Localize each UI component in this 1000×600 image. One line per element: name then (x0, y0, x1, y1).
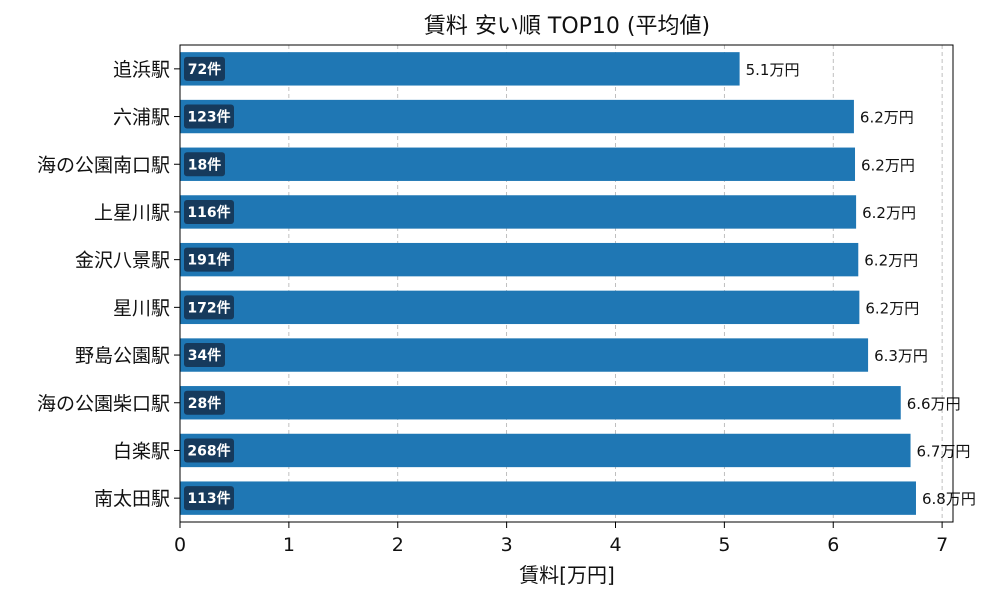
x-tick-label: 4 (609, 534, 621, 556)
value-label: 6.2万円 (860, 109, 914, 127)
x-tick-label: 5 (718, 534, 730, 556)
count-badge (184, 295, 234, 320)
count-label: 18件 (188, 156, 221, 173)
bar (180, 481, 916, 515)
count-label: 116件 (187, 204, 230, 221)
y-tick-label: 六浦駅 (113, 107, 170, 129)
count-badge (184, 199, 234, 224)
y-tick-label: 星川駅 (113, 297, 170, 319)
count-badge (184, 343, 225, 368)
count-label: 123件 (187, 109, 230, 126)
value-label: 6.2万円 (865, 299, 919, 317)
value-label: 6.2万円 (861, 156, 915, 174)
x-tick-label: 0 (174, 534, 186, 556)
count-badge (184, 152, 225, 177)
x-axis: 0 1 2 3 4 5 6 7 (174, 522, 948, 556)
count-label: 268件 (187, 442, 230, 459)
bar (180, 338, 869, 372)
labels: 5.1万円 72件 6.2万円 123件 6.2万円 18件 6.2万円 116件 6.2万円 1… (184, 56, 976, 511)
x-tick-label: 7 (936, 534, 948, 556)
y-tick-label: 野島公園駅 (75, 345, 170, 367)
count-label: 172件 (187, 299, 230, 316)
value-label: 6.6万円 (907, 395, 961, 413)
y-tick-label: 海の公園南口駅 (37, 154, 170, 176)
bar (180, 147, 856, 181)
count-label: 72件 (188, 61, 221, 78)
value-label: 6.2万円 (864, 252, 918, 270)
count-badge (184, 56, 225, 81)
bar (180, 290, 860, 325)
value-label: 6.7万円 (917, 442, 971, 460)
y-tick-label: 白楽駅 (113, 440, 170, 462)
y-tick-label: 金沢八景駅 (75, 250, 170, 272)
bars (180, 52, 916, 515)
y-tick-label: 上星川駅 (94, 202, 170, 224)
value-label: 6.2万円 (862, 204, 916, 222)
bar (180, 195, 857, 229)
count-badge (184, 247, 234, 272)
count-badge (184, 104, 234, 129)
count-label: 28件 (188, 395, 221, 412)
chart-title: 賃料 安い順 TOP10 (平均値) (424, 14, 710, 39)
x-tick-label: 2 (392, 534, 404, 556)
x-tick-label: 3 (501, 534, 513, 556)
bar (180, 99, 854, 134)
count-badge (184, 390, 225, 415)
bar (180, 386, 901, 420)
count-label: 191件 (187, 252, 230, 269)
bar (180, 242, 859, 277)
y-tick-label: 海の公園柴口駅 (37, 393, 170, 415)
count-label: 34件 (188, 347, 221, 364)
value-label: 6.3万円 (874, 347, 928, 365)
plot-frame (179, 44, 954, 523)
y-tick-label: 南太田駅 (94, 488, 170, 510)
value-label: 6.8万円 (922, 490, 976, 508)
count-badge (184, 438, 234, 463)
x-tick-label: 6 (827, 534, 839, 556)
x-tick-label: 1 (283, 534, 295, 556)
count-label: 113件 (187, 490, 230, 507)
count-badge (184, 486, 234, 511)
y-axis: 追浜駅六浦駅海の公園南口駅上星川駅金沢八景駅星川駅野島公園駅海の公園柴口駅白楽駅… (37, 59, 180, 510)
value-label: 5.1万円 (746, 61, 800, 79)
y-tick-label: 追浜駅 (113, 59, 170, 81)
bar (180, 433, 911, 468)
x-axis-label: 賃料[万円] (519, 563, 615, 587)
bar (180, 52, 740, 86)
